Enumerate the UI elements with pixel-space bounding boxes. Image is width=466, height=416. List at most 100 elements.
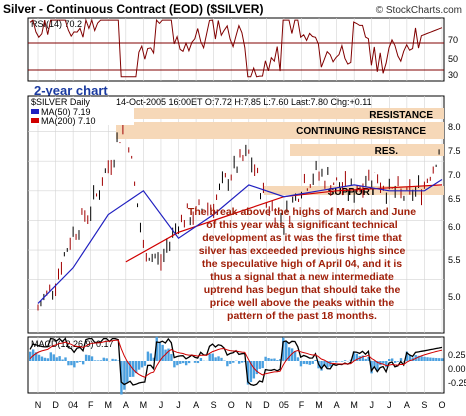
macd-hist-bar <box>43 357 47 361</box>
macd-hist-bar <box>161 344 164 361</box>
macd-hist-bar <box>29 351 32 361</box>
chart-title: Silver - Continuous Contract (EOD) ($SIL… <box>3 2 263 16</box>
macd-hist-bar <box>114 359 117 361</box>
legend-box <box>29 97 134 125</box>
macd-hist-bar <box>367 356 370 361</box>
commentary-line-5: the speculative high of April 04, and it… <box>202 258 402 270</box>
macd-hist-bar <box>249 361 253 383</box>
ma200-legend: MA(200) 7.10 <box>41 116 96 126</box>
rsi-tick-70: 70 <box>448 35 458 45</box>
x-tick-label: F <box>299 400 305 410</box>
macd-hist-bar <box>370 361 373 374</box>
macd-hist-bar <box>64 357 67 361</box>
two-year-annotation: 2-year chart <box>34 83 108 98</box>
macd-hist-bar <box>73 361 76 368</box>
macd-hist-bar <box>152 357 155 361</box>
macd-hist-bar <box>302 361 306 364</box>
x-tick-label: O <box>228 400 235 410</box>
x-tick-label: N <box>35 400 42 410</box>
macd-hist-bar <box>199 357 203 361</box>
res-label: RES. <box>375 146 399 157</box>
macd-hist-bar <box>285 341 288 361</box>
x-tick-label: M <box>105 400 113 410</box>
macd-hist-bar <box>67 361 70 366</box>
macd-hist-bar <box>385 361 388 368</box>
x-tick-label: A <box>193 400 199 410</box>
macd-hist-bar <box>140 361 144 368</box>
macd-hist-bar <box>229 361 232 364</box>
x-tick-label: D <box>263 400 270 410</box>
commentary-line-6: thus a signal that a new intermediate <box>210 271 394 283</box>
commentary-block: The break above the highs of March and J… <box>188 206 416 322</box>
macd-hist-bar <box>217 356 220 361</box>
macd-hist-bar <box>396 361 400 362</box>
macd-hist-bar <box>287 347 291 361</box>
x-tick-label: M <box>350 400 358 410</box>
rsi-label: RSI(14) 70.2 <box>31 19 82 29</box>
macd-hist-bar <box>308 361 311 365</box>
x-axis-labels: N D 04 F M A M J J A S O N D 05 F M A M J J A S O <box>35 400 446 410</box>
macd-tick-0.00: 0.00 <box>448 364 466 374</box>
macd-hist-bar <box>376 361 379 371</box>
macd-hist-bar <box>405 351 409 361</box>
commentary-line-4: silver has exceeded previous highs since <box>199 245 406 257</box>
macd-hist-bar <box>226 361 229 367</box>
macd-hist-bar <box>255 361 258 375</box>
x-tick-label: D <box>52 400 59 410</box>
ma50-legend: MA(50) 7.19 <box>41 107 91 117</box>
support-zone <box>264 186 444 195</box>
resistance-zone <box>116 108 444 119</box>
macd-hist-bar <box>220 357 223 361</box>
macd-tick-0.25: 0.25 <box>448 350 466 360</box>
macd-hist-bar <box>143 361 147 366</box>
macd-hist-bar <box>129 361 132 377</box>
macd-hist-bar <box>184 361 188 366</box>
macd-hist-bar <box>311 361 314 364</box>
macd-hist-bar <box>441 358 444 361</box>
macd-hist-bar <box>196 361 200 364</box>
macd-hist-bar <box>208 353 211 361</box>
macd-hist-bar <box>232 361 235 363</box>
macd-hist-bar <box>299 361 303 367</box>
macd-hist-bar <box>61 359 64 361</box>
rsi-series-line <box>29 18 443 78</box>
macd-hist-bar <box>58 356 61 361</box>
price-tick-7.0: 7.0 <box>448 170 461 180</box>
macd-hist-bar <box>435 357 438 361</box>
x-tick-label: O <box>438 400 445 410</box>
macd-hist-bar <box>264 356 267 361</box>
x-tick-label: N <box>246 400 253 410</box>
macd-hist-bar <box>173 361 176 368</box>
macd-hist-bar <box>117 360 120 361</box>
macd-hist-bar <box>187 361 191 364</box>
x-tick-label: J <box>387 400 392 410</box>
macd-tick--0.25: -0.25 <box>448 378 466 388</box>
macd-hist-bar <box>423 356 426 361</box>
macd-hist-bar <box>290 348 294 361</box>
commentary-line-9: pattern of the past 18 months. <box>227 310 377 322</box>
macd-hist-bar <box>96 360 100 361</box>
macd-hist-bar <box>417 355 420 361</box>
x-tick-label: 05 <box>279 400 289 410</box>
x-tick-label: J <box>176 400 181 410</box>
macd-hist-bar <box>361 355 364 361</box>
macd-hist-bar <box>276 360 279 361</box>
macd-hist-bar <box>134 361 138 374</box>
macd-signal-line <box>29 339 443 378</box>
x-tick-label: M <box>315 400 323 410</box>
macd-hist-bar <box>99 360 103 361</box>
macd-hist-bar <box>182 361 185 364</box>
macd-hist-bar <box>332 361 335 362</box>
macd-hist-bar <box>270 358 273 361</box>
macd-hist-bar <box>343 360 347 361</box>
x-tick-label: M <box>140 400 148 410</box>
x-tick-label: 04 <box>68 400 78 410</box>
ma200-legend-swatch <box>31 118 39 123</box>
macd-hist-bar <box>84 354 88 361</box>
rsi-tick-30: 30 <box>448 70 458 80</box>
macd-hist-bar <box>261 361 264 369</box>
macd-hist-bar <box>305 361 309 365</box>
support-label: SUPPORT <box>328 187 376 198</box>
ma50-legend-swatch <box>31 109 39 114</box>
macd-hist-bar <box>323 361 326 366</box>
